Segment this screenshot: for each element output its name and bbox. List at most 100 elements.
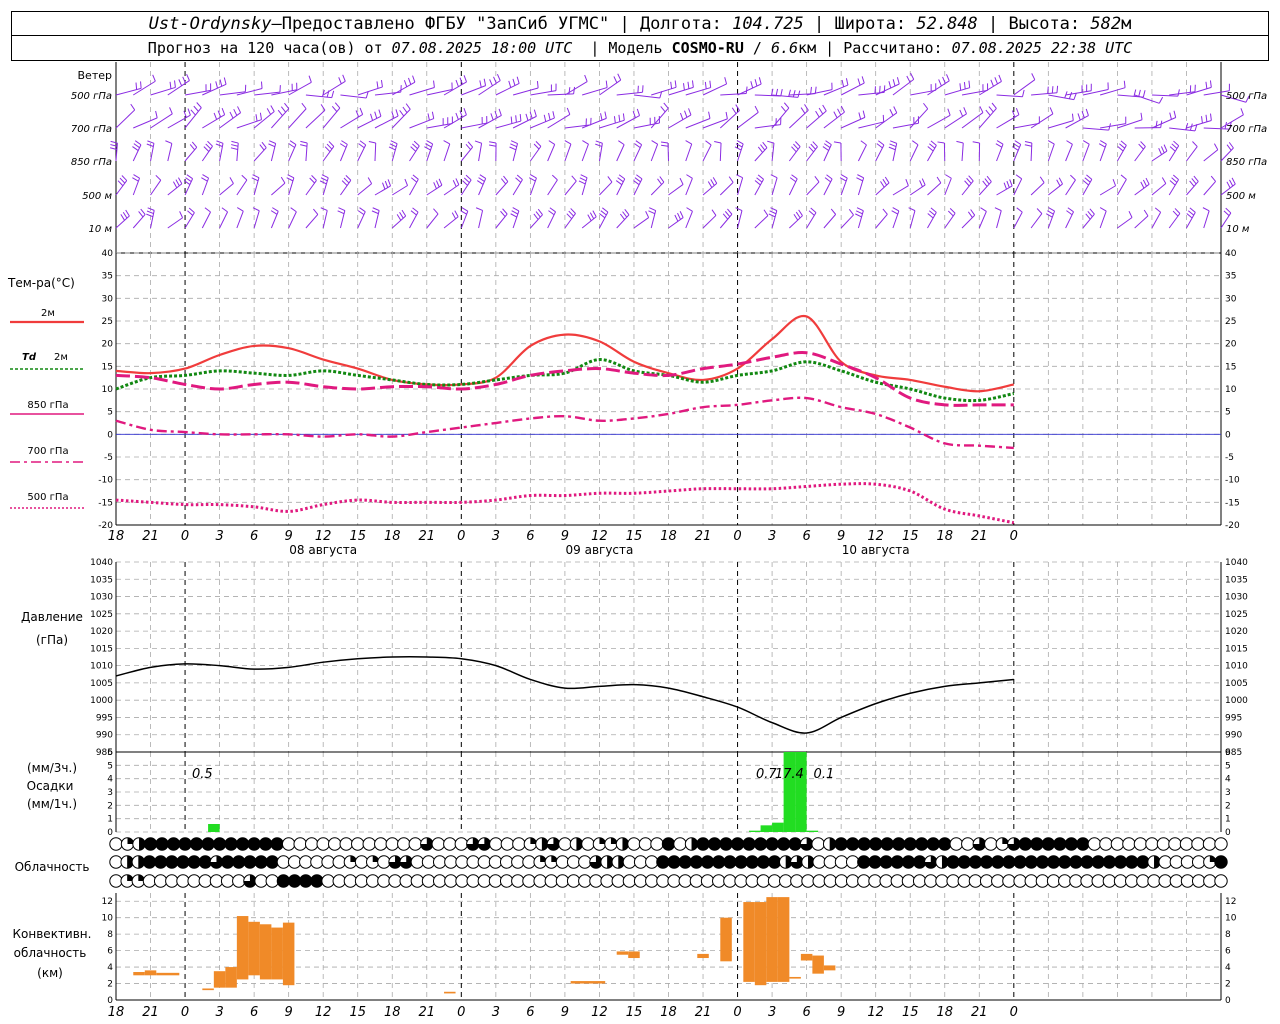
cloud-cover-symbol <box>995 837 1010 851</box>
wind-barb <box>409 174 419 196</box>
cloud-cover-symbol <box>811 837 825 851</box>
cloud-cover-symbol <box>1102 855 1117 869</box>
wind-barb <box>167 108 191 129</box>
wind-barb <box>1169 122 1198 132</box>
y-tick-label-right: 8 <box>1225 930 1231 940</box>
x-tick-label: 18 <box>660 529 677 544</box>
wind-barb <box>822 140 832 162</box>
cloud-cover-symbol <box>926 837 940 851</box>
cloud-cover-symbol <box>834 837 848 851</box>
x-tick-label: 15 <box>902 529 919 544</box>
cloud-cover-symbol <box>673 837 687 851</box>
cloud-cover-symbol <box>1099 837 1113 851</box>
wind-barb <box>271 82 298 96</box>
conv-cloud-bar <box>202 988 214 991</box>
wind-barb <box>478 108 502 129</box>
cloud-cover-symbol <box>600 855 614 869</box>
cloud-cover-symbol <box>293 837 307 851</box>
cloud-cover-symbol <box>1113 855 1128 869</box>
x-tick-label: 3 <box>492 529 500 544</box>
cloud-cover-symbol <box>265 855 279 869</box>
cloud-cover-symbol <box>212 837 227 851</box>
cloud-cover-symbol <box>627 837 641 851</box>
y-tick-label-right: 6 <box>1225 947 1231 957</box>
cloud-cover-symbol <box>399 855 413 869</box>
y-tick-label-left: 8 <box>107 930 113 940</box>
wind-barb <box>368 141 377 162</box>
precip-amount-label: 0.7 <box>756 767 777 782</box>
cloud-cover-symbol <box>949 837 963 851</box>
wind-barb <box>736 174 744 196</box>
y-tick-label-left: 1020 <box>90 627 113 637</box>
y-tick-label-left: -15 <box>98 498 113 508</box>
cloud-cover-symbol <box>304 837 319 851</box>
wind-barb <box>927 74 950 96</box>
cloud-cover-symbol <box>742 837 756 851</box>
cloud-cover-symbol <box>589 855 603 869</box>
x-tick-label: 3 <box>768 1005 776 1020</box>
y-tick-label-left: -20 <box>98 521 113 531</box>
cloud-cover-symbol <box>1024 855 1038 869</box>
wind-barb <box>391 103 411 129</box>
cloud-cover-symbol <box>615 837 630 851</box>
wind-barb <box>770 174 778 196</box>
wind-barb <box>509 140 519 162</box>
cloud-cover-symbol <box>321 855 335 869</box>
wind-barb <box>475 207 484 229</box>
wind-barb <box>1013 116 1040 129</box>
temp-series-line <box>115 314 1015 393</box>
wind-barb <box>996 108 1020 129</box>
wind-barb <box>789 209 803 229</box>
cloud-cover-symbol <box>645 855 659 869</box>
conv-cloud-bar <box>282 922 295 986</box>
cloud-cover-symbol <box>822 837 837 851</box>
cloud-cover-symbol <box>1064 837 1079 851</box>
y-tick-label-left: 4 <box>107 775 113 785</box>
cloud-cover-symbol <box>1002 855 1016 869</box>
wind-barb <box>1116 140 1127 162</box>
cloud-cover-symbol <box>1002 874 1016 888</box>
cloud-cover-symbol <box>109 837 123 851</box>
wind-barb <box>855 207 864 229</box>
cloud-cover-symbol <box>912 874 927 888</box>
wind-barb <box>201 207 211 229</box>
cloud-cover-symbol <box>707 837 722 851</box>
cloud-cover-symbol <box>276 874 291 888</box>
conv-cloud-bar <box>628 951 640 959</box>
wind-barb <box>1098 140 1107 162</box>
cloud-cover-symbol <box>880 837 894 851</box>
cloud-cover-symbol <box>189 837 204 851</box>
wind-barb <box>633 140 643 162</box>
cloud-cover-symbol <box>1180 874 1195 888</box>
wind-barb <box>1065 83 1092 96</box>
x-tick-label: 6 <box>250 1005 258 1020</box>
cloud-cover-symbol <box>667 874 681 888</box>
cloud-cover-symbol <box>600 874 614 888</box>
cloud-cover-symbol <box>143 837 158 851</box>
wind-barb <box>392 75 416 96</box>
lat-value: 52.848 <box>916 13 978 34</box>
y-tick-label-left: -5 <box>104 453 113 463</box>
wind-barb <box>564 175 577 196</box>
wind-barb <box>426 178 443 196</box>
y-tick-label-left: 40 <box>102 249 114 259</box>
cloud-cover-symbol <box>1203 855 1217 869</box>
cloud-cover-symbol <box>500 837 515 851</box>
x-tick-label: 21 <box>971 1005 988 1020</box>
cloud-cover-symbol <box>201 837 215 851</box>
wind-barb <box>806 141 818 162</box>
wind-barb <box>443 108 467 129</box>
wind-barb <box>961 175 974 196</box>
wind-barb <box>1168 140 1180 162</box>
cloud-cover-symbol <box>512 837 526 851</box>
y-tick-label-right: 1040 <box>1225 558 1248 568</box>
legend-td-label: Td <box>22 352 37 363</box>
wind-barb <box>271 176 286 196</box>
wind-barb <box>599 113 625 129</box>
cloud-cover-symbol <box>650 837 664 851</box>
cloud-cover-symbol <box>834 855 849 869</box>
conv-cloud-bar <box>697 953 709 959</box>
cloud-cover-symbol <box>1147 874 1161 888</box>
cloud-cover-symbol <box>1125 874 1139 888</box>
cloud-cover-symbol <box>569 837 584 851</box>
